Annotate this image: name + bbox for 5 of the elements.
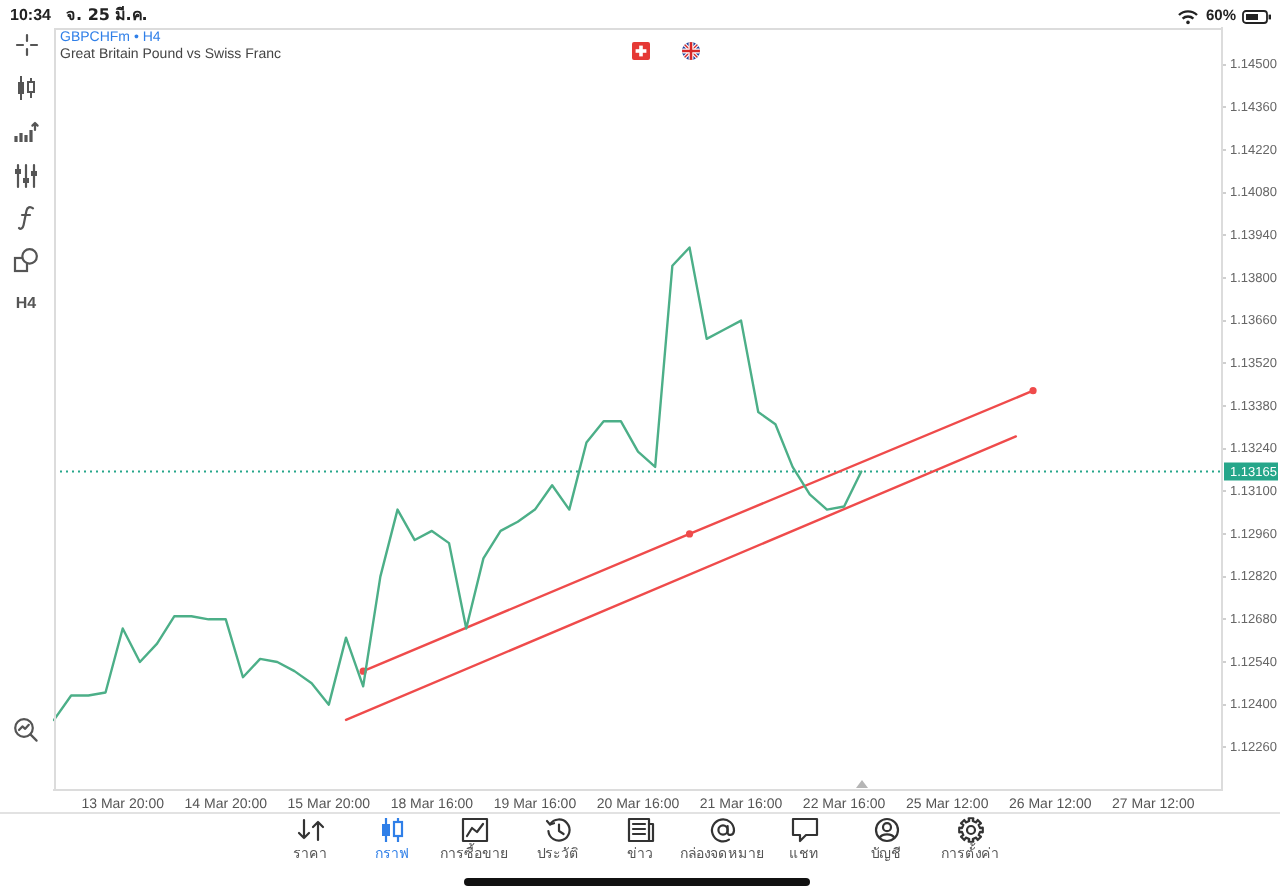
text: 10:34 [10,6,51,24]
text: จ. 25 มี.ค. [66,6,148,24]
text: H4 [15,294,37,312]
point [1029,387,1037,395]
point [685,530,694,538]
